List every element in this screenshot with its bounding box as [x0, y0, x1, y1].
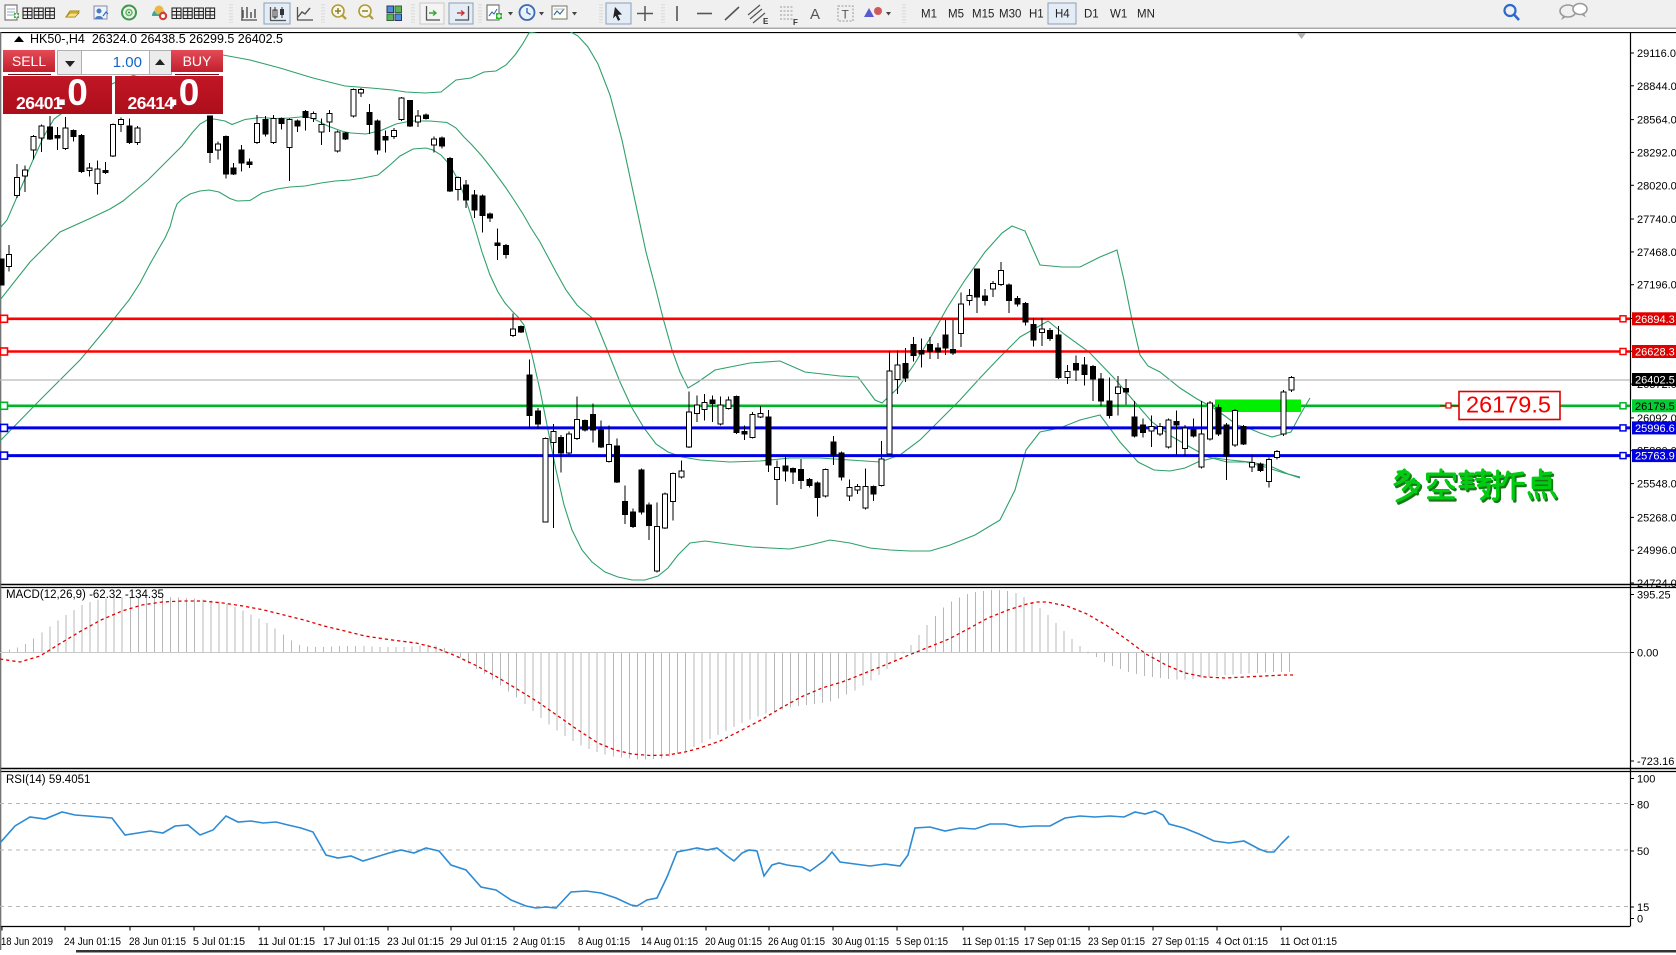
svg-text:20 Aug 01:15: 20 Aug 01:15 — [705, 936, 762, 948]
svg-text:T: T — [842, 8, 850, 22]
svg-text:5 Jul 01:15: 5 Jul 01:15 — [193, 936, 245, 948]
svg-text:28564.0: 28564.0 — [1637, 115, 1676, 127]
svg-text:A: A — [810, 6, 820, 23]
svg-text:18 Jun 2019: 18 Jun 2019 — [1, 936, 53, 948]
svg-text:26894.3: 26894.3 — [1635, 314, 1675, 326]
svg-text:14 Aug 01:15: 14 Aug 01:15 — [641, 936, 698, 948]
svg-text:27468.0: 27468.0 — [1637, 247, 1676, 259]
svg-text:11 Sep 01:15: 11 Sep 01:15 — [962, 936, 1019, 948]
svg-text:30 Aug 01:15: 30 Aug 01:15 — [832, 936, 889, 948]
svg-text:M1: M1 — [921, 9, 937, 21]
svg-text:11 Oct 01:15: 11 Oct 01:15 — [1280, 936, 1337, 948]
svg-text:29 Jul 01:15: 29 Jul 01:15 — [450, 936, 507, 948]
svg-text:M5: M5 — [948, 9, 964, 21]
svg-text:M15: M15 — [972, 9, 994, 21]
svg-text:W1: W1 — [1110, 9, 1127, 21]
svg-text:D1: D1 — [1084, 9, 1099, 21]
svg-text:F: F — [793, 18, 798, 27]
svg-text:MACD(12,26,9) -62.32 -134.35: MACD(12,26,9) -62.32 -134.35 — [6, 589, 164, 601]
svg-text:25548.0: 25548.0 — [1637, 479, 1676, 491]
svg-text:M30: M30 — [999, 9, 1021, 21]
svg-text:28020.0: 28020.0 — [1637, 180, 1676, 192]
svg-text:2 Aug 01:15: 2 Aug 01:15 — [513, 936, 565, 948]
svg-text:28292.0: 28292.0 — [1637, 147, 1676, 159]
svg-text:25996.6: 25996.6 — [1635, 423, 1675, 435]
svg-text:28 Jun 01:15: 28 Jun 01:15 — [129, 936, 186, 948]
svg-text:RSI(14) 59.4051: RSI(14) 59.4051 — [6, 774, 90, 786]
svg-text:H1: H1 — [1029, 9, 1044, 21]
svg-text:HK50-,H4 26324.0 26438.5 2629: HK50-,H4 26324.0 26438.5 26299.5 26402.5 — [30, 32, 283, 46]
svg-text:MN: MN — [1137, 9, 1155, 21]
svg-text:26402.5: 26402.5 — [1635, 375, 1675, 387]
svg-text:26179.5: 26179.5 — [1635, 401, 1675, 413]
svg-text:0: 0 — [1637, 914, 1643, 926]
svg-text:E: E — [763, 17, 769, 26]
svg-text:50: 50 — [1637, 846, 1649, 858]
svg-text:4 Oct 01:15: 4 Oct 01:15 — [1216, 936, 1268, 948]
svg-text:17 Sep 01:15: 17 Sep 01:15 — [1024, 936, 1081, 948]
svg-text:26 Aug 01:15: 26 Aug 01:15 — [768, 936, 825, 948]
svg-text:11 Jul 01:15: 11 Jul 01:15 — [258, 936, 315, 948]
svg-text:15: 15 — [1637, 902, 1649, 914]
svg-text:100: 100 — [1637, 774, 1655, 786]
svg-text:26628.3: 26628.3 — [1635, 347, 1675, 359]
svg-text:27196.0: 27196.0 — [1637, 280, 1676, 292]
svg-text:0.00: 0.00 — [1637, 648, 1658, 660]
svg-text:-723.16: -723.16 — [1637, 756, 1674, 768]
svg-text:27 Sep 01:15: 27 Sep 01:15 — [1152, 936, 1209, 948]
svg-text:23 Sep 01:15: 23 Sep 01:15 — [1088, 936, 1145, 948]
svg-text:17 Jul 01:15: 17 Jul 01:15 — [323, 936, 380, 948]
svg-text:23 Jul 01:15: 23 Jul 01:15 — [387, 936, 444, 948]
svg-text:8 Aug 01:15: 8 Aug 01:15 — [578, 936, 630, 948]
svg-text:28844.0: 28844.0 — [1637, 81, 1676, 93]
svg-text:24724.0: 24724.0 — [1637, 578, 1676, 590]
svg-text:29116.0: 29116.0 — [1637, 48, 1676, 60]
svg-text:27740.0: 27740.0 — [1637, 214, 1676, 226]
svg-text:25763.9: 25763.9 — [1635, 451, 1675, 463]
svg-text:26179.5: 26179.5 — [1466, 392, 1551, 418]
svg-text:80: 80 — [1637, 800, 1649, 812]
svg-text:24 Jun 01:15: 24 Jun 01:15 — [64, 936, 121, 948]
svg-text:H4: H4 — [1055, 9, 1070, 21]
svg-text:25268.0: 25268.0 — [1637, 512, 1676, 524]
svg-text:24996.0: 24996.0 — [1637, 545, 1676, 557]
svg-text:5 Sep 01:15: 5 Sep 01:15 — [896, 936, 948, 948]
svg-text:395.25: 395.25 — [1637, 590, 1671, 602]
